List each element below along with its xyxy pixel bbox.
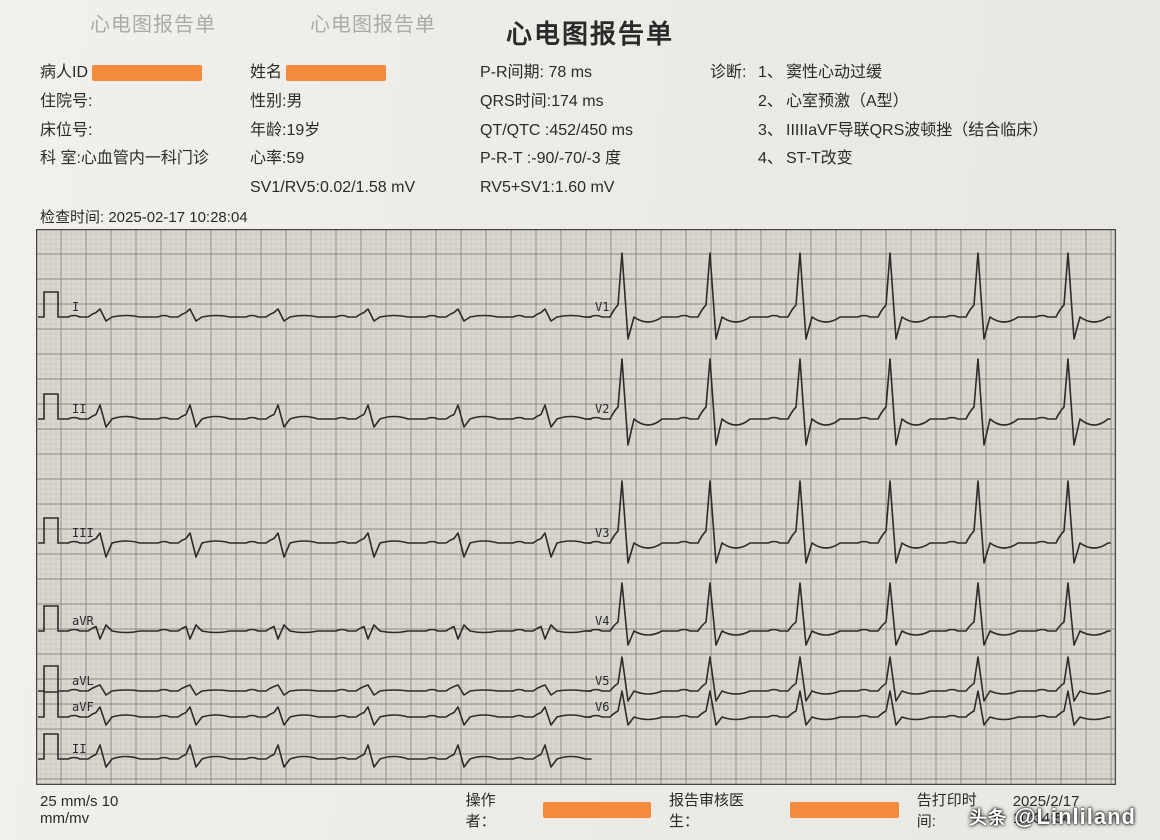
sv-label: SV1/RV5: bbox=[250, 179, 320, 196]
dept-label: 科 室: bbox=[40, 150, 81, 167]
exam-time-value: 2025-02-17 10:28:04 bbox=[108, 209, 247, 226]
pr-value: 78 ms bbox=[548, 64, 592, 81]
svg-text:aVR: aVR bbox=[72, 614, 94, 628]
svg-text:V2: V2 bbox=[595, 402, 609, 416]
bed-label: 床位号: bbox=[40, 122, 92, 139]
prt-value: -90/-70/-3 度 bbox=[531, 150, 621, 167]
reviewer-redaction bbox=[790, 802, 898, 818]
qrs-value: 174 ms bbox=[551, 93, 603, 110]
watermark: 头条 @Linliland bbox=[969, 804, 1136, 830]
admit-label: 住院号: bbox=[40, 93, 92, 110]
diag-item-1: 窦性心动过缓 bbox=[786, 61, 882, 86]
rvsv-label: RV5+SV1: bbox=[480, 179, 555, 196]
diag-item-3: IIIIIaVF导联QRS波顿挫（结合临床） bbox=[786, 119, 1048, 144]
paper-speed: 25 mm/s 10 mm/mv bbox=[40, 793, 170, 827]
exam-time-label: 检查时间: bbox=[40, 209, 104, 226]
report-title: 心电图报告单 bbox=[40, 14, 1140, 51]
patient-id-redaction bbox=[92, 65, 202, 81]
age-label: 年龄: bbox=[250, 122, 286, 139]
sex-label: 性别: bbox=[250, 93, 286, 110]
name-label: 姓名 bbox=[250, 64, 282, 81]
qt-label: QT/QTC : bbox=[480, 122, 549, 139]
sv-value: 0.02/1.58 mV bbox=[320, 179, 415, 196]
diag-item-4: ST-T改变 bbox=[786, 147, 853, 172]
watermark-pre: 头条 bbox=[969, 808, 1007, 828]
watermark-main: @Linliland bbox=[1014, 804, 1136, 829]
svg-text:aVL: aVL bbox=[72, 674, 94, 688]
qrs-label: QRS时间: bbox=[480, 93, 551, 110]
patient-info-block: 病人ID 姓名 P-R间期: 78 ms 诊断:1、窦性心动过缓 住院号: 性别… bbox=[40, 61, 1140, 200]
sex-value: 男 bbox=[286, 93, 302, 110]
svg-text:II: II bbox=[72, 742, 86, 756]
svg-text:V5: V5 bbox=[595, 674, 609, 688]
diag-num-4: 4、 bbox=[758, 147, 786, 172]
hr-value: 59 bbox=[286, 150, 304, 167]
diag-num-3: 3、 bbox=[758, 119, 786, 144]
svg-text:III: III bbox=[72, 526, 94, 540]
svg-text:I: I bbox=[72, 300, 79, 314]
reviewer-label: 报告审核医生： bbox=[669, 789, 772, 831]
name-redaction bbox=[286, 65, 386, 81]
ecg-svg: IIIIIIaVRaVLaVFIIV1V2V3V4V5V6 bbox=[36, 229, 1116, 785]
operator-redaction bbox=[543, 802, 651, 818]
hr-label: 心率: bbox=[250, 150, 286, 167]
svg-text:V3: V3 bbox=[595, 526, 609, 540]
age-value: 19岁 bbox=[286, 122, 320, 139]
operator-label: 操作者： bbox=[466, 789, 525, 831]
diag-num-1: 1、 bbox=[758, 61, 786, 86]
svg-text:V4: V4 bbox=[595, 614, 609, 628]
svg-text:V1: V1 bbox=[595, 300, 609, 314]
rvsv-value: 1.60 mV bbox=[555, 179, 615, 196]
dept-value: 心血管内一科门诊 bbox=[81, 150, 209, 167]
svg-text:aVF: aVF bbox=[72, 700, 94, 714]
prt-label: P-R-T : bbox=[480, 150, 531, 167]
svg-text:V6: V6 bbox=[595, 700, 609, 714]
diag-item-2: 心室预激（A型） bbox=[786, 90, 909, 115]
diag-num-2: 2、 bbox=[758, 90, 786, 115]
svg-text:II: II bbox=[72, 402, 86, 416]
qt-value: 452/450 ms bbox=[549, 122, 633, 139]
ecg-chart: IIIIIIaVRaVLaVFIIV1V2V3V4V5V6 bbox=[36, 229, 1116, 785]
patient-id-label: 病人ID bbox=[40, 64, 88, 81]
diagnosis-label: 诊断: bbox=[710, 61, 758, 86]
pr-label: P-R间期: bbox=[480, 64, 544, 81]
